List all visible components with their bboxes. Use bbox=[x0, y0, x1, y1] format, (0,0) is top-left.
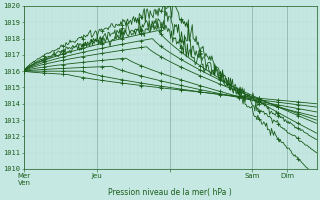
X-axis label: Pression niveau de la mer( hPa ): Pression niveau de la mer( hPa ) bbox=[108, 188, 232, 197]
